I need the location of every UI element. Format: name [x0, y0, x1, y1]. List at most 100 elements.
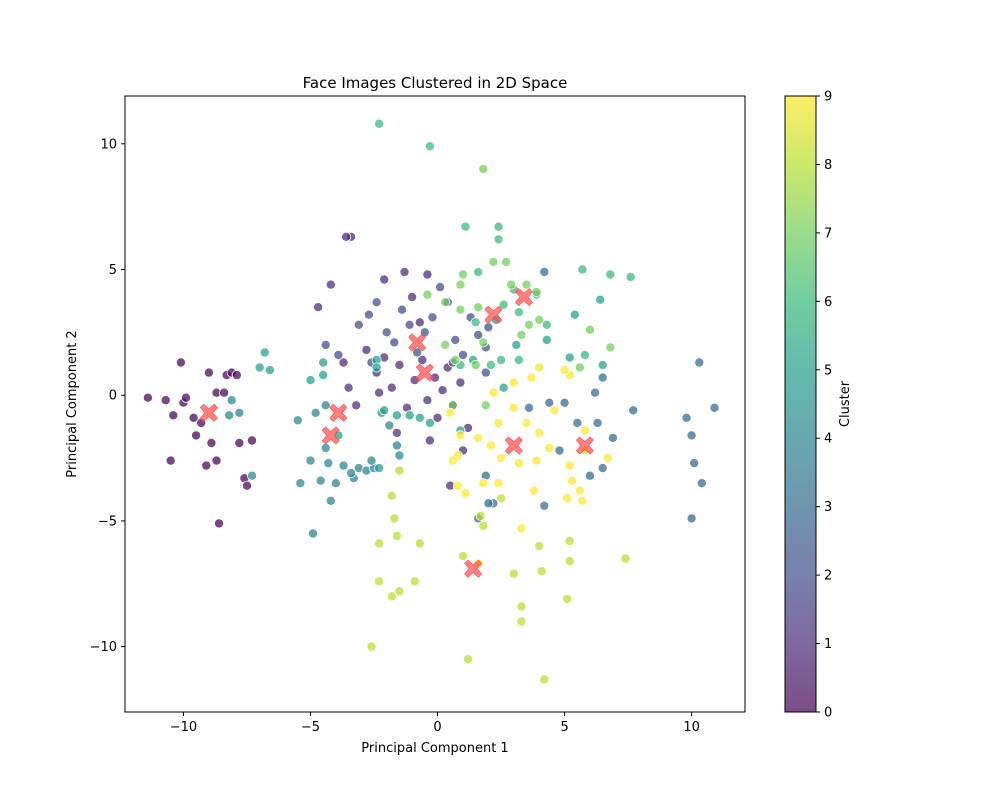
data-point — [445, 407, 456, 418]
data-point — [709, 402, 720, 413]
data-point — [231, 370, 242, 381]
data-point — [572, 417, 583, 428]
plot-frame — [124, 95, 746, 713]
data-point — [346, 468, 357, 479]
data-point — [493, 221, 504, 232]
data-point — [180, 392, 191, 403]
data-point — [559, 365, 570, 376]
data-point — [333, 349, 344, 360]
x-tick-label: 5 — [560, 720, 568, 735]
data-point — [374, 576, 385, 587]
data-point — [455, 304, 466, 315]
centroid-marker — [408, 333, 427, 352]
data-point — [394, 586, 405, 597]
data-point — [391, 440, 402, 451]
data-point — [562, 593, 573, 604]
data-point — [605, 342, 616, 353]
data-point — [539, 500, 550, 511]
data-point — [457, 349, 468, 360]
data-point — [577, 264, 588, 275]
centroid-marker — [484, 305, 503, 324]
data-point — [498, 382, 509, 393]
x-axis: −10 −5 0 5 10 — [170, 712, 700, 735]
colorbar-tick-label: 7 — [824, 226, 832, 241]
data-point — [391, 410, 402, 421]
data-point — [379, 274, 390, 285]
data-point — [534, 541, 545, 552]
data-point — [437, 385, 448, 396]
data-point — [404, 319, 415, 330]
x-tick-label: 0 — [433, 720, 441, 735]
x-tick-label: −10 — [170, 720, 197, 735]
data-point — [493, 478, 504, 489]
data-point — [422, 395, 433, 406]
data-point — [313, 302, 324, 313]
data-point — [597, 372, 608, 383]
data-point — [567, 475, 578, 486]
data-point — [246, 435, 257, 446]
data-point — [478, 337, 489, 348]
centroid-marker — [575, 436, 594, 455]
data-point — [447, 455, 458, 466]
data-point — [470, 317, 481, 328]
data-point — [564, 556, 575, 567]
data-point — [544, 442, 555, 453]
centroid-marker — [504, 436, 523, 455]
data-point — [440, 339, 451, 350]
data-point — [457, 269, 468, 280]
data-point — [564, 460, 575, 471]
data-point — [165, 455, 176, 466]
centroid-marker — [329, 403, 348, 422]
data-point — [607, 432, 618, 443]
data-point — [488, 256, 499, 267]
y-axis-label: Principal Component 2 — [65, 330, 80, 477]
y-axis: −10 −5 0 5 10 — [90, 137, 125, 655]
data-point — [562, 493, 573, 504]
data-point — [534, 314, 545, 325]
data-point — [529, 485, 540, 496]
data-point — [541, 319, 552, 330]
data-point — [384, 420, 395, 431]
data-point — [462, 654, 473, 665]
data-point — [541, 334, 552, 345]
data-point — [414, 538, 425, 549]
data-point — [524, 402, 535, 413]
data-point — [246, 470, 257, 481]
data-point — [516, 523, 527, 534]
data-point — [620, 553, 631, 564]
data-point — [318, 357, 329, 368]
data-point — [511, 339, 522, 350]
data-point — [686, 430, 697, 441]
data-point — [424, 141, 435, 152]
data-point — [450, 334, 461, 345]
data-point — [394, 450, 405, 461]
data-point — [508, 377, 519, 388]
data-point — [440, 297, 451, 308]
data-point — [577, 495, 588, 506]
centroid-marker — [464, 559, 483, 578]
data-point — [539, 266, 550, 277]
data-point — [485, 359, 496, 370]
colorbar-tick-label: 2 — [824, 569, 832, 584]
data-point — [399, 266, 410, 277]
data-point — [241, 480, 252, 491]
data-point — [473, 302, 484, 313]
data-point — [539, 674, 550, 685]
data-point — [602, 453, 613, 464]
data-point — [424, 417, 435, 428]
data-point — [394, 359, 405, 370]
data-point — [325, 279, 336, 290]
colorbar-axis: 0 1 2 3 4 5 6 7 8 9 — [816, 90, 832, 721]
data-point — [295, 478, 306, 489]
data-point — [483, 322, 494, 333]
data-point — [386, 591, 397, 602]
data-point — [305, 375, 316, 386]
colorbar-tick-label: 3 — [824, 500, 832, 515]
data-point — [320, 339, 331, 350]
data-point — [549, 405, 560, 416]
data-point — [307, 528, 318, 539]
data-point — [521, 417, 532, 428]
data-point — [585, 470, 596, 481]
data-point — [455, 430, 466, 441]
